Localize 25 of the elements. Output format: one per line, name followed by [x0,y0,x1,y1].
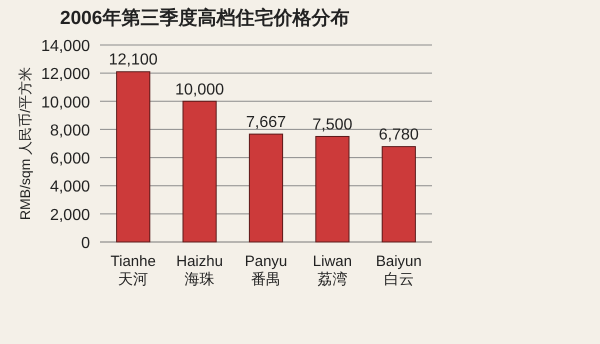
bar [248,134,284,242]
bar [182,100,217,242]
y-tick-label: 10,000 [41,94,90,112]
x-tick-label: Tianhe 天河 [110,253,156,288]
x-tick-label: Panyu 番禺 [244,253,288,288]
y-tick-label: 6,000 [50,150,90,168]
y-tick-label: 8,000 [50,122,90,140]
data-label: 12,100 [108,52,158,69]
bar [116,71,150,242]
y-axis-title: RMB/sqm 人民币/平方米 [17,66,33,220]
x-tick-label: Haizhu 海珠 [176,253,223,288]
y-tick-label: 0 [81,235,90,252]
x-tick-label: Baiyun 白云 [376,253,422,288]
x-tick-label: Liwan 荔湾 [312,253,352,288]
y-tick-label: 4,000 [50,178,90,196]
bar [382,146,416,242]
chart-title: 2006年第三季度高档住宅价格分布 [60,7,350,29]
y-tick-label: 14,000 [41,38,90,55]
data-label: 7,500 [312,116,353,134]
data-label: 6,780 [378,126,419,144]
y-tick-label: 12,000 [41,66,90,84]
bar [315,136,350,242]
data-label: 7,667 [246,114,286,132]
y-tick-label: 2,000 [50,206,90,224]
data-label: 10,000 [175,81,224,98]
